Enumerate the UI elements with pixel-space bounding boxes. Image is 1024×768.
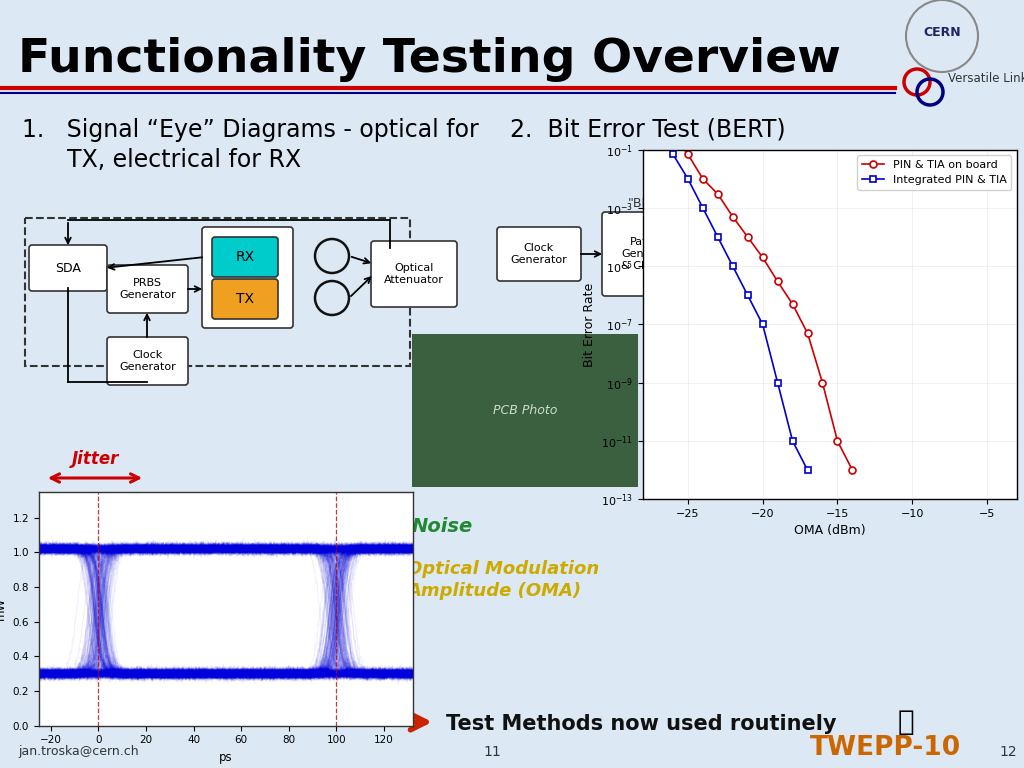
Text: TX: TX bbox=[236, 292, 254, 306]
Text: Optical
Attenuator: Optical Attenuator bbox=[893, 243, 952, 265]
Text: TX, electrical for RX: TX, electrical for RX bbox=[22, 148, 301, 172]
Text: 11: 11 bbox=[483, 745, 501, 759]
FancyBboxPatch shape bbox=[719, 212, 810, 310]
FancyBboxPatch shape bbox=[29, 245, 106, 291]
PIN & TIA on board bbox=[816, 378, 828, 387]
Text: 🏛: 🏛 bbox=[898, 708, 914, 736]
Text: SDA: SDA bbox=[55, 261, 81, 274]
FancyBboxPatch shape bbox=[602, 212, 698, 296]
Text: Jitter: Jitter bbox=[72, 450, 119, 468]
Integrated PIN & TIA bbox=[727, 262, 739, 271]
X-axis label: OMA (dBm): OMA (dBm) bbox=[795, 525, 865, 538]
Text: Optical
Attenuator: Optical Attenuator bbox=[384, 263, 444, 285]
Integrated PIN & TIA bbox=[667, 150, 679, 159]
PIN & TIA on board bbox=[696, 174, 709, 184]
Text: TX: TX bbox=[752, 272, 770, 286]
PIN & TIA on board bbox=[712, 190, 724, 199]
Integrated PIN & TIA bbox=[712, 233, 724, 242]
Integrated PIN & TIA bbox=[696, 204, 709, 213]
PIN & TIA on board bbox=[667, 131, 679, 141]
FancyBboxPatch shape bbox=[106, 337, 188, 385]
PIN & TIA on board bbox=[741, 233, 754, 242]
FancyBboxPatch shape bbox=[106, 265, 188, 313]
Integrated PIN & TIA bbox=[682, 174, 694, 184]
Y-axis label: Bit Error Rate: Bit Error Rate bbox=[583, 283, 596, 366]
FancyBboxPatch shape bbox=[729, 260, 793, 298]
PIN & TIA on board bbox=[831, 436, 844, 445]
Integrated PIN & TIA bbox=[771, 378, 783, 387]
Text: Clock
Generator: Clock Generator bbox=[511, 243, 567, 265]
FancyBboxPatch shape bbox=[877, 223, 968, 286]
FancyBboxPatch shape bbox=[202, 227, 293, 328]
Text: PCB Photo: PCB Photo bbox=[493, 404, 557, 417]
Text: Optical Modulation
Amplitude (OMA): Optical Modulation Amplitude (OMA) bbox=[407, 560, 599, 601]
Y-axis label: mW: mW bbox=[0, 597, 7, 621]
Legend: PIN & TIA on board, Integrated PIN & TIA: PIN & TIA on board, Integrated PIN & TIA bbox=[857, 155, 1012, 190]
Text: 1.   Signal “Eye” Diagrams - optical for: 1. Signal “Eye” Diagrams - optical for bbox=[22, 118, 479, 142]
PIN & TIA on board bbox=[771, 276, 783, 286]
Text: Clock
Generator: Clock Generator bbox=[119, 350, 176, 372]
Integrated PIN & TIA bbox=[786, 436, 799, 445]
Integrated PIN & TIA bbox=[802, 465, 814, 475]
Text: RX: RX bbox=[752, 233, 771, 247]
PIN & TIA on board bbox=[846, 465, 858, 475]
Text: 2.  Bit Error Test (BERT): 2. Bit Error Test (BERT) bbox=[510, 118, 785, 142]
Text: Noise: Noise bbox=[412, 518, 473, 537]
Line: PIN & TIA on board: PIN & TIA on board bbox=[670, 132, 856, 474]
Integrated PIN & TIA bbox=[652, 131, 665, 141]
Bar bbox=[25, 218, 410, 366]
Text: CERN: CERN bbox=[924, 25, 961, 38]
Integrated PIN & TIA bbox=[741, 291, 754, 300]
Text: PRBS
Generator: PRBS Generator bbox=[119, 278, 176, 300]
Text: Versatile Link: Versatile Link bbox=[948, 71, 1024, 84]
PIN & TIA on board bbox=[786, 300, 799, 309]
FancyBboxPatch shape bbox=[212, 237, 278, 277]
Integrated PIN & TIA bbox=[757, 320, 769, 329]
PIN & TIA on board bbox=[757, 253, 769, 262]
PIN & TIA on board bbox=[802, 329, 814, 338]
FancyBboxPatch shape bbox=[371, 241, 457, 307]
Line: Integrated PIN & TIA: Integrated PIN & TIA bbox=[654, 132, 811, 474]
Text: Test Methods now used routinely: Test Methods now used routinely bbox=[446, 714, 837, 734]
Text: Functionality Testing Overview: Functionality Testing Overview bbox=[18, 38, 841, 82]
Text: RX: RX bbox=[236, 250, 255, 264]
Text: 12: 12 bbox=[999, 745, 1017, 759]
FancyBboxPatch shape bbox=[497, 227, 581, 281]
FancyBboxPatch shape bbox=[729, 221, 793, 259]
Text: jan.troska@cern.ch: jan.troska@cern.ch bbox=[18, 746, 138, 759]
Text: "BERT": "BERT" bbox=[628, 197, 672, 210]
FancyBboxPatch shape bbox=[212, 279, 278, 319]
PIN & TIA on board bbox=[727, 212, 739, 221]
Text: TWEPP-10: TWEPP-10 bbox=[810, 735, 962, 761]
X-axis label: ps: ps bbox=[219, 751, 232, 764]
Text: Pattern
Generator
& Checker: Pattern Generator & Checker bbox=[622, 237, 679, 270]
Bar bbox=[412, 335, 638, 487]
PIN & TIA on board bbox=[682, 150, 694, 159]
